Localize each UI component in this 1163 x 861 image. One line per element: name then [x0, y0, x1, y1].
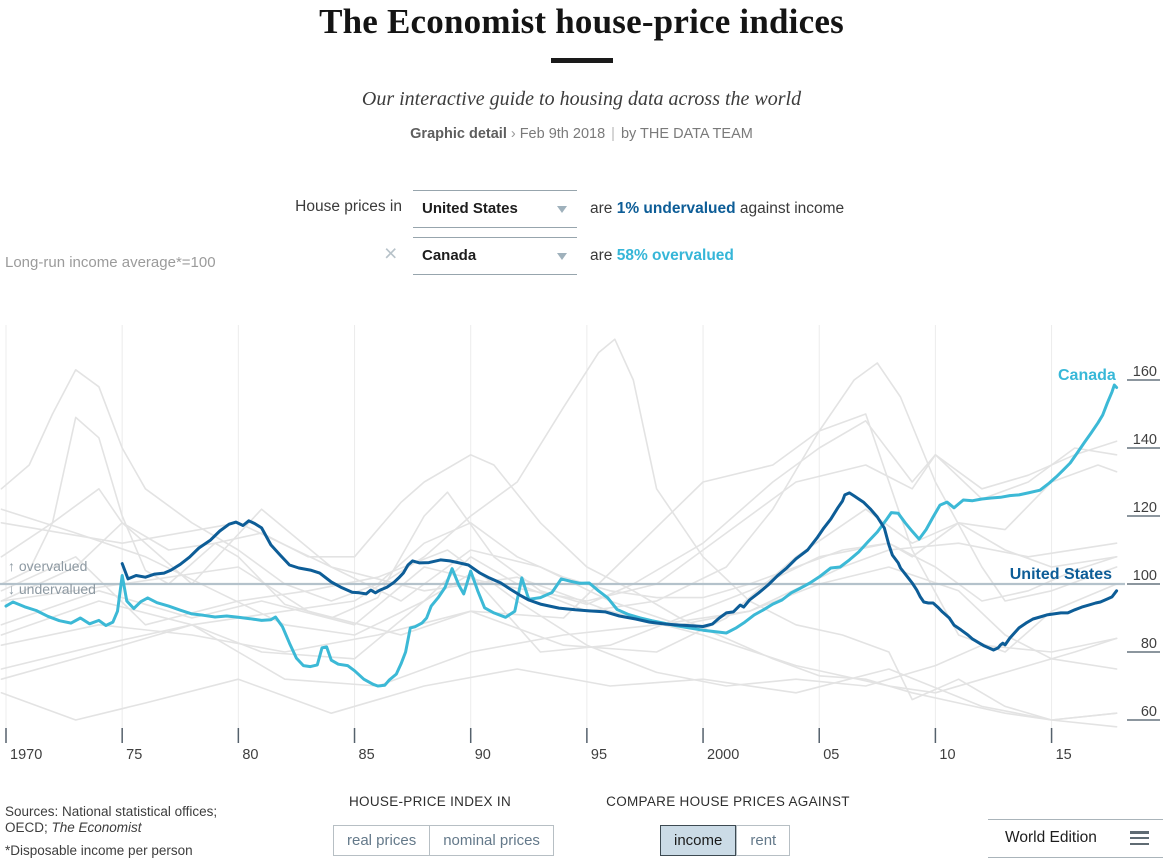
index-type-group-label: HOUSE-PRICE INDEX IN [348, 794, 512, 809]
rent-button[interactable]: rent [736, 825, 791, 856]
menu-icon[interactable] [1130, 831, 1149, 848]
byline-divider: | [611, 126, 615, 142]
page-subtitle: Our interactive guide to housing data ac… [361, 88, 802, 110]
country-dropdown-1-value: United States [422, 200, 518, 217]
x-tick-label-95: 95 [591, 747, 607, 763]
undervalued-annotation: ↓ undervalued [8, 581, 96, 597]
other-country-line-6 [0, 464, 1118, 653]
byline: Graphic detail › Feb 9th 2018 | by THE DATA … [0, 126, 1163, 142]
other-country-line-7 [0, 447, 1118, 626]
other-country-line-1 [0, 369, 1118, 602]
chevron-down-icon [557, 206, 567, 213]
other-country-line-12 [0, 508, 1118, 653]
edition-label: World Edition [1005, 829, 1097, 846]
united-states-line [120, 491, 1119, 652]
other-country-line-2 [0, 454, 1118, 728]
y-tick-label-120: 120 [1133, 500, 1157, 516]
other-country-line-3 [0, 338, 1118, 721]
compare-against-toggle: income rent [660, 825, 791, 856]
overvalued-annotation: ↑ overvalued [8, 558, 88, 574]
other-country-line-9 [0, 549, 1118, 687]
x-tick-label-05: 05 [823, 747, 839, 763]
united-states-line-label: United States [1009, 566, 1112, 583]
x-tick-label-80: 80 [242, 747, 258, 763]
other-country-line-10 [0, 508, 1118, 670]
x-tick-label-75: 75 [126, 747, 142, 763]
real-prices-button[interactable]: real prices [333, 825, 431, 856]
valuation-value-1: 1% undervalued [616, 200, 736, 217]
other-country-line-8 [0, 522, 1118, 694]
house-prices-in-label: House prices in [295, 198, 402, 215]
footnote: *Disposable income per person [5, 843, 193, 858]
country-dropdown-2[interactable]: Canada [413, 237, 577, 275]
compare-against-group-label: COMPARE HOUSE PRICES AGAINST [606, 794, 850, 809]
x-tick-label-15: 15 [1056, 747, 1072, 763]
x-tick-label-90: 90 [475, 747, 491, 763]
x-tick-label-10: 10 [939, 747, 955, 763]
y-tick-label-160: 160 [1133, 364, 1157, 380]
other-country-line-0 [0, 416, 1118, 619]
chevron-down-icon [557, 253, 567, 260]
valuation-text-2: are 58% overvalued [590, 247, 734, 264]
other-country-line-13 [0, 542, 1118, 687]
byline-author: by THE DATA TEAM [620, 126, 753, 142]
y-tick-label-140: 140 [1133, 432, 1157, 448]
chevron-icon: › [510, 126, 516, 142]
x-tick-label-85: 85 [359, 747, 375, 763]
other-country-line-5 [0, 413, 1118, 653]
country-dropdown-2-value: Canada [422, 247, 477, 264]
x-tick-label-1970: 1970 [10, 747, 42, 763]
nominal-prices-button[interactable]: nominal prices [430, 825, 554, 856]
section-link[interactable]: Graphic detail [410, 126, 507, 142]
valuation-suffix-1: against income [739, 200, 845, 217]
page-title: The Economist house-price indices [319, 2, 844, 41]
title-rule [551, 58, 613, 63]
remove-country-icon[interactable]: × [384, 240, 398, 266]
valuation-value-2: 58% overvalued [616, 247, 734, 264]
edition-selector[interactable]: World Edition [988, 819, 1163, 858]
y-tick-label-100: 100 [1133, 568, 1157, 584]
country-dropdown-1[interactable]: United States [413, 190, 577, 228]
other-country-line-4 [0, 362, 1118, 660]
sources-note: Sources: National statistical offices; O… [5, 804, 218, 836]
income-button[interactable]: income [660, 825, 737, 856]
canada-line-label: Canada [1058, 367, 1116, 384]
x-tick-label-2000: 2000 [707, 747, 739, 763]
valuation-text-1: are 1% undervalued against income [590, 200, 845, 217]
y-tick-label-60: 60 [1141, 704, 1157, 720]
axis-unit-note: Long-run income average*=100 [5, 254, 216, 271]
canada-line [4, 383, 1119, 688]
byline-date: Feb 9th 2018 [519, 126, 606, 142]
y-tick-label-80: 80 [1141, 636, 1157, 652]
index-type-toggle: real prices nominal prices [333, 825, 554, 856]
other-country-line-11 [0, 668, 1118, 721]
